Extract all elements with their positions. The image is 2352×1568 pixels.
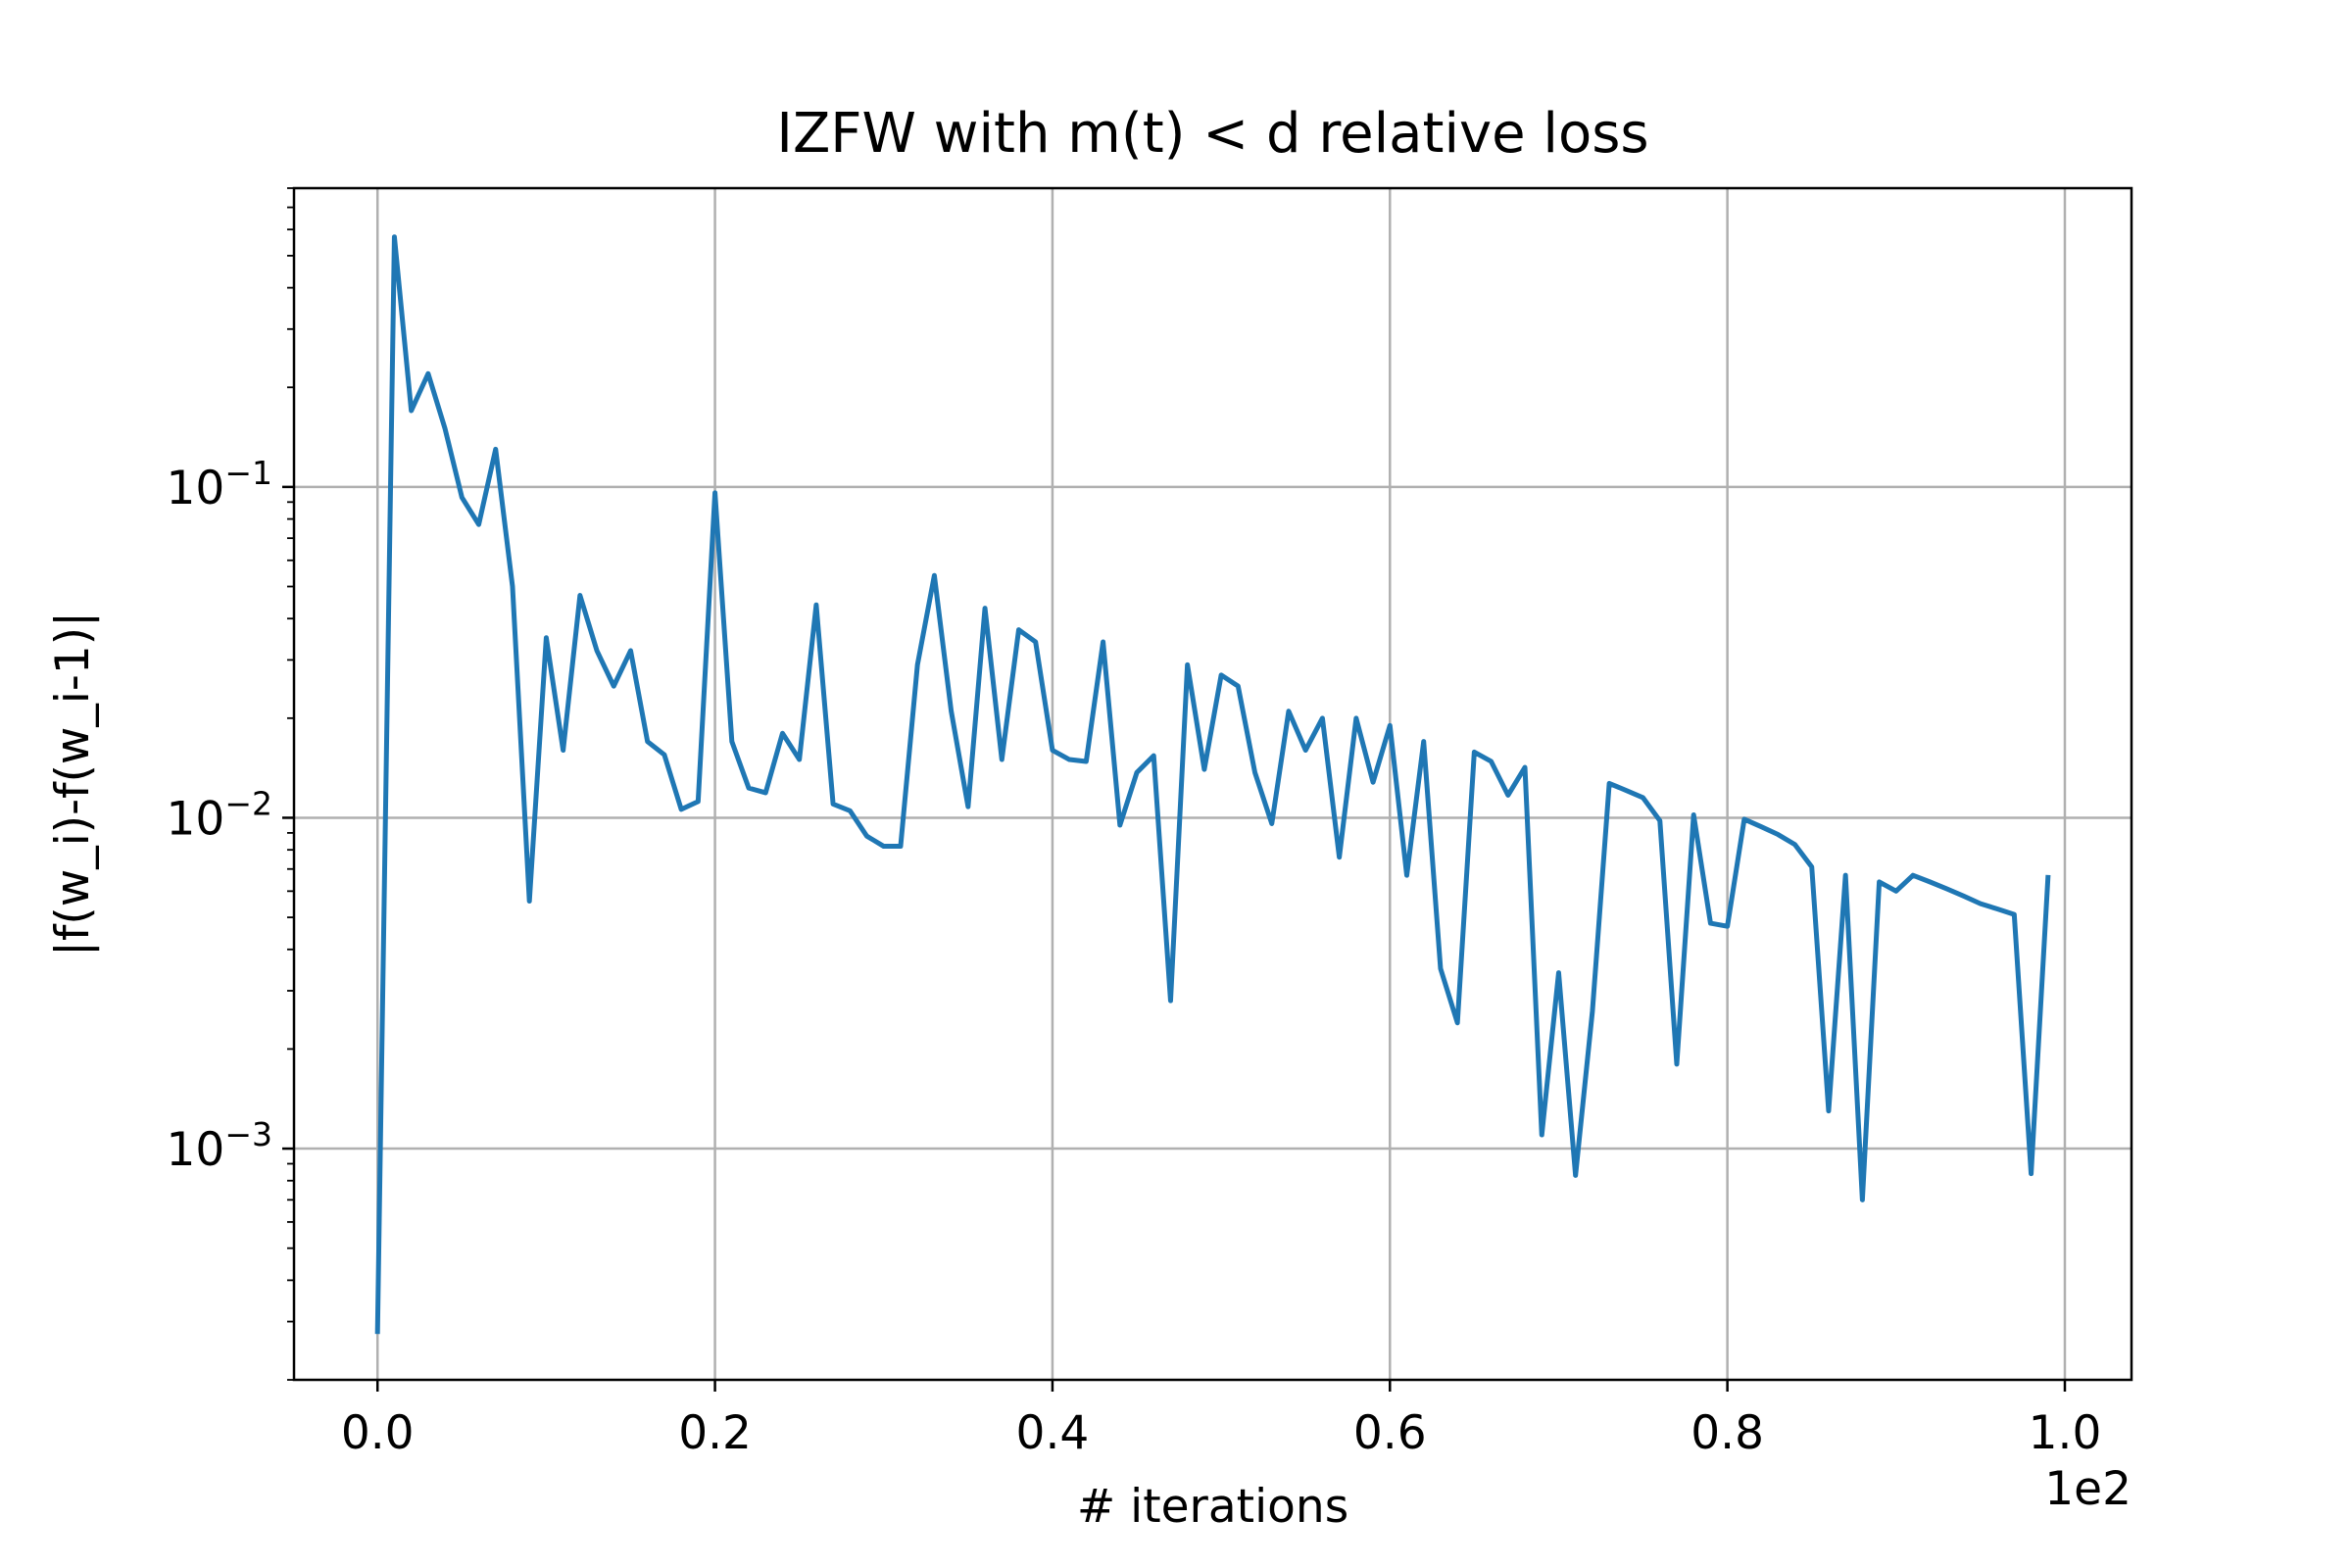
y-tick-exponent: −1 <box>224 454 272 492</box>
y-tick-label: 10−1 <box>167 454 272 515</box>
x-tick-label: 0.6 <box>1353 1406 1427 1460</box>
series-layer <box>374 234 2051 1335</box>
x-axis-offset-text: 1e2 <box>2044 1462 2132 1516</box>
axes-frame <box>292 186 2133 1382</box>
y-tick-label: 10−2 <box>167 784 272 846</box>
chart-title: IZFW with m(t) < d relative loss <box>776 102 1648 166</box>
y-axis-ticks: 10−310−210−1 <box>167 187 294 1381</box>
y-tick-base: 10 <box>167 1123 225 1177</box>
x-axis-label: # iterations <box>1077 1480 1348 1534</box>
x-tick-label: 0.0 <box>341 1406 415 1460</box>
x-tick-label: 0.8 <box>1690 1406 1764 1460</box>
y-tick-base: 10 <box>167 462 225 515</box>
y-tick-exponent: −3 <box>224 1115 272 1153</box>
y-tick-label: 10−3 <box>167 1115 272 1177</box>
y-tick-base: 10 <box>167 792 225 846</box>
x-tick-label: 0.4 <box>1016 1406 1090 1460</box>
x-tick-label: 0.2 <box>678 1406 752 1460</box>
series-line-0 <box>374 234 2051 1335</box>
x-axis-ticks: 0.0 0.2 0.4 0.6 0.8 1.0 <box>341 1380 2102 1460</box>
x-tick-label: 1.0 <box>2029 1406 2102 1460</box>
y-axis-label: |f(w_i)-f(w_i-1)| <box>46 612 100 956</box>
y-tick-exponent: −2 <box>224 784 272 822</box>
grid <box>294 188 2132 1380</box>
